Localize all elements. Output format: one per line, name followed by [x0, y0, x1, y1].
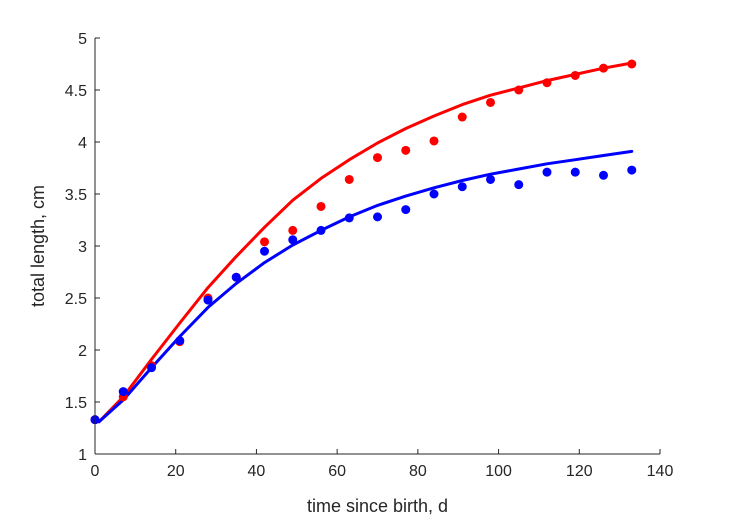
- axes: 0 20 40 60 80 100 120 140 1 1.5 2 2.5 3 3.5 4 4.5 5: [65, 31, 674, 480]
- data-point-series-0: [373, 153, 382, 163]
- x-tick-label: 0: [91, 463, 100, 480]
- x-tick-label: 60: [328, 463, 346, 480]
- x-tick-label: 80: [409, 463, 427, 480]
- data-point-series-1: [486, 174, 495, 184]
- data-point-series-1: [118, 387, 128, 397]
- series-line-3: [97, 149, 634, 424]
- data-point-series-1: [429, 189, 439, 199]
- data-point-series-0: [288, 225, 298, 235]
- series-line-2: [97, 61, 634, 424]
- y-tick-label: 2.5: [65, 291, 87, 308]
- x-tick-label: 120: [566, 463, 593, 480]
- data-point-series-0: [542, 78, 552, 88]
- data-point-series-1: [203, 295, 213, 305]
- x-tick-label: 20: [167, 463, 185, 480]
- y-tick-label: 1.5: [65, 395, 87, 412]
- data-point-series-0: [457, 112, 467, 122]
- y-tick-label: 4.5: [65, 83, 87, 100]
- x-axis-label: time since birth, d: [307, 496, 448, 516]
- y-tick-label: 5: [78, 31, 87, 48]
- data-point-series-0: [429, 136, 439, 146]
- data-point-series-0: [514, 85, 524, 95]
- data-point-series-1: [457, 182, 467, 192]
- data-point-series-1: [288, 235, 298, 245]
- y-tick-label: 3.5: [65, 187, 87, 204]
- data-point-series-1: [542, 167, 552, 177]
- data-point-series-1: [401, 205, 411, 215]
- y-tick-label: 3: [78, 239, 87, 256]
- data-point-series-0: [627, 59, 637, 69]
- data-point-series-0: [344, 174, 354, 184]
- y-tick-label: 4: [78, 135, 87, 152]
- data-point-series-1: [599, 170, 608, 180]
- data-point-series-1: [175, 336, 185, 346]
- data-point-series-0: [316, 201, 326, 211]
- data-point-series-1: [373, 212, 382, 222]
- y-tick-label: 2: [78, 343, 87, 360]
- data-point-series-0: [486, 97, 495, 107]
- y-tick-label: 1: [78, 447, 87, 464]
- data-point-series-1: [316, 225, 326, 235]
- x-tick-label: 40: [248, 463, 266, 480]
- y-axis-label: total length, cm: [28, 185, 48, 307]
- plot-area: [90, 59, 637, 425]
- data-point-series-1: [147, 363, 156, 373]
- data-point-series-1: [514, 180, 524, 190]
- data-point-series-0: [570, 70, 580, 80]
- x-tick-label: 100: [485, 463, 512, 480]
- data-point-series-1: [570, 167, 580, 177]
- data-point-series-1: [260, 246, 269, 256]
- x-tick-label: 140: [647, 463, 674, 480]
- data-point-series-0: [599, 63, 608, 73]
- data-point-series-0: [401, 145, 411, 155]
- data-point-series-1: [627, 165, 637, 175]
- data-point-series-0: [260, 237, 269, 247]
- data-point-series-1: [231, 272, 241, 282]
- data-point-series-1: [344, 213, 354, 223]
